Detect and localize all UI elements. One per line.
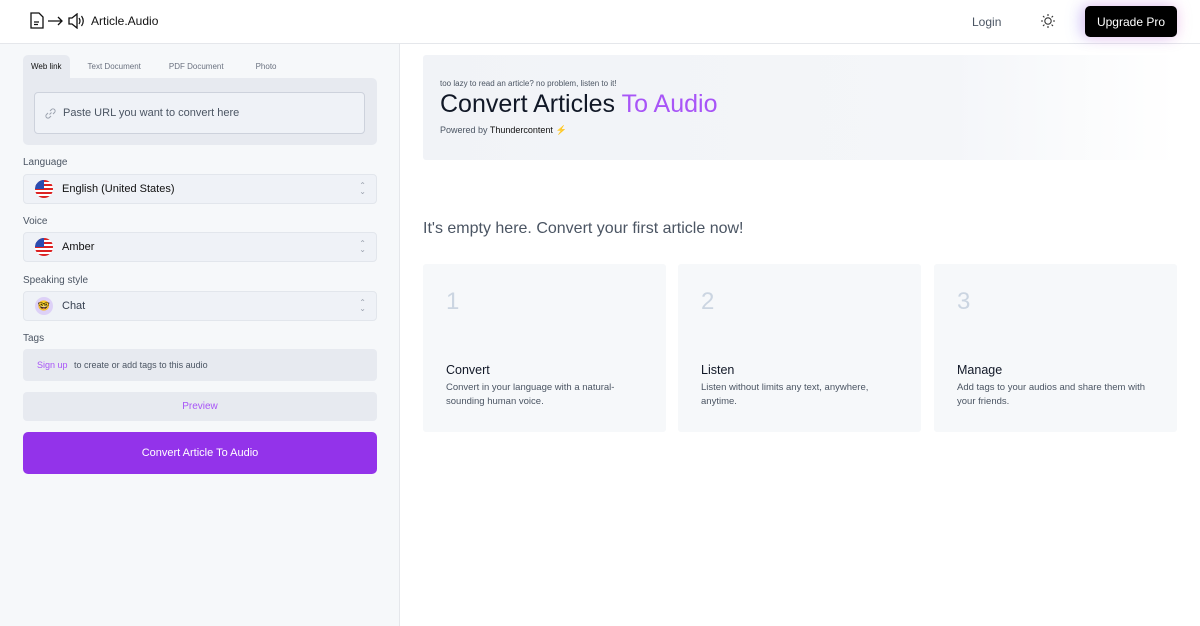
- title-main: Convert Articles: [440, 90, 616, 118]
- arrow-right-icon: [48, 16, 63, 25]
- powered-by: Powered by Thundercontent ⚡: [440, 125, 567, 136]
- step-title: Convert: [446, 363, 490, 377]
- url-placeholder: Paste URL you want to convert here: [63, 107, 240, 119]
- tab-panel: Paste URL you want to convert here: [23, 78, 377, 145]
- chevron-updown-icon: ⌃ ⌄: [359, 181, 366, 196]
- tags-hint: to create or add tags to this audio: [74, 360, 208, 370]
- empty-state-message: It's empty here. Convert your first arti…: [423, 220, 744, 237]
- sign-up-link[interactable]: Sign up: [37, 360, 68, 370]
- us-flag-icon: [35, 180, 53, 198]
- title-accent: To Audio: [621, 90, 718, 118]
- step-description: Convert in your language with a natural-…: [446, 382, 615, 407]
- step-title: Manage: [957, 363, 1003, 377]
- upgrade-pro-button[interactable]: Upgrade Pro: [1085, 6, 1177, 37]
- theme-toggle-sun-icon[interactable]: [1040, 13, 1056, 29]
- language-select[interactable]: English (United States) ⌃ ⌄: [23, 174, 377, 204]
- tab-text-document[interactable]: Text Document: [87, 62, 141, 71]
- brand-name: Article.Audio: [91, 14, 159, 28]
- chevron-updown-icon: ⌃ ⌄: [359, 298, 366, 313]
- login-link[interactable]: Login: [972, 15, 1002, 29]
- source-tabs: Web link Text Document PDF Document Phot…: [23, 55, 288, 78]
- language-value: English (United States): [62, 183, 175, 195]
- convert-button[interactable]: Convert Article To Audio: [23, 432, 377, 474]
- step-number: 2: [701, 288, 715, 315]
- step-number: 3: [957, 288, 971, 315]
- step-description: Add tags to your audios and share them w…: [957, 382, 1146, 407]
- us-flag-icon: [35, 238, 53, 256]
- voice-select[interactable]: Amber ⌃ ⌄: [23, 232, 377, 262]
- speaking-style-label: Speaking style: [23, 275, 89, 286]
- tab-photo[interactable]: Photo: [255, 62, 277, 71]
- page-title: Convert Articles To Audio: [440, 90, 717, 119]
- tags-label: Tags: [23, 333, 45, 344]
- document-icon: [30, 12, 44, 29]
- tags-box: Sign up to create or add tags to this au…: [23, 349, 377, 381]
- logo[interactable]: [30, 12, 85, 29]
- chevron-updown-icon: ⌃ ⌄: [359, 239, 366, 254]
- hero-banner: too lazy to read an article? no problem,…: [423, 55, 1177, 160]
- language-label: Language: [23, 157, 68, 168]
- sidebar: Web link Text Document PDF Document Phot…: [0, 44, 400, 626]
- speaking-style-value: Chat: [62, 300, 86, 312]
- header: Article.Audio Login Upgrade Pro: [0, 0, 1200, 44]
- speaking-style-select[interactable]: 🤓 Chat ⌃ ⌄: [23, 291, 377, 321]
- step-card-listen: 2 Listen Listen without limits any text,…: [678, 264, 921, 432]
- step-card-convert: 1 Convert Convert in your language with …: [423, 264, 666, 432]
- hero-subtitle: too lazy to read an article? no problem,…: [440, 79, 617, 88]
- tab-web-link[interactable]: Web link: [23, 55, 70, 78]
- powered-label: Powered by: [440, 125, 488, 135]
- step-description: Listen without limits any text, anywhere…: [701, 382, 869, 407]
- tab-pdf-document[interactable]: PDF Document: [168, 62, 224, 71]
- link-icon: [45, 107, 56, 119]
- voice-label: Voice: [23, 216, 48, 227]
- voice-value: Amber: [62, 241, 95, 253]
- bolt-icon: ⚡: [555, 125, 567, 135]
- preview-button[interactable]: Preview: [23, 392, 377, 421]
- step-title: Listen: [701, 363, 735, 377]
- step-card-manage: 3 Manage Add tags to your audios and sha…: [934, 264, 1177, 432]
- speaker-icon: [68, 12, 84, 29]
- powered-brand: Thundercontent: [489, 125, 553, 135]
- step-number: 1: [446, 288, 460, 315]
- nerd-face-icon: 🤓: [35, 297, 53, 315]
- url-input[interactable]: Paste URL you want to convert here: [34, 92, 365, 134]
